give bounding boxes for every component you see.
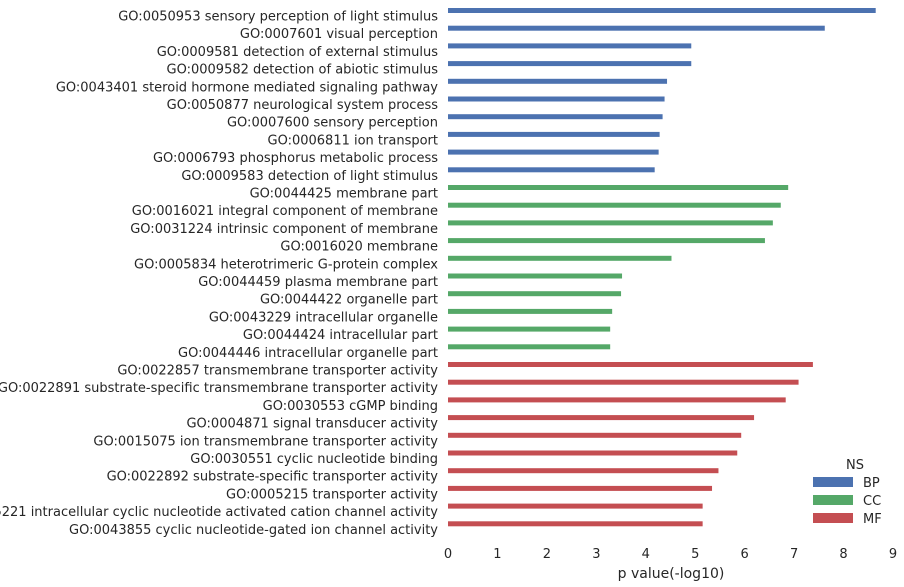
- legend: NS BP CC MF: [813, 458, 882, 527]
- x-tick-label: 9: [889, 547, 897, 562]
- category-label: GO:0004871 signal transducer activity: [186, 417, 438, 432]
- category-label: GO:0030551 cyclic nucleotide binding: [190, 452, 438, 467]
- bar-cc: [448, 326, 611, 332]
- x-tick-label: 1: [493, 547, 501, 562]
- category-label: GO:0043401 steroid hormone mediated sign…: [56, 80, 438, 95]
- bar-mf: [448, 450, 738, 456]
- category-label: GO:0016020 membrane: [280, 240, 438, 255]
- category-label: GO:0043855 cyclic nucleotide-gated ion c…: [69, 523, 438, 538]
- x-tick-label: 4: [642, 547, 650, 562]
- category-label: GO:0009582 detection of abiotic stimulus: [167, 63, 439, 78]
- bar-mf: [448, 503, 703, 509]
- bar-bp: [448, 96, 665, 102]
- category-label: GO:0030553 cGMP binding: [263, 399, 438, 414]
- bar-cc: [448, 202, 781, 208]
- category-label: GO:0044425 membrane part: [250, 187, 438, 202]
- x-tick-label: 0: [444, 547, 452, 562]
- bars: [448, 8, 876, 527]
- bar-bp: [448, 61, 692, 67]
- x-tick-label: 8: [839, 547, 847, 562]
- bar-mf: [448, 432, 742, 438]
- bar-cc: [448, 238, 765, 244]
- category-label: GO:0044424 intracellular part: [243, 328, 438, 343]
- bar-cc: [448, 344, 611, 350]
- x-tick-label: 2: [543, 547, 551, 562]
- bar-bp: [448, 25, 825, 31]
- x-tick-label: 3: [592, 547, 600, 562]
- legend-swatch-mf: [813, 513, 853, 523]
- category-label: GO:0005834 heterotrimeric G-protein comp…: [134, 257, 438, 272]
- category-labels: GO:0050953 sensory perception of light s…: [0, 10, 438, 538]
- bar-cc: [448, 273, 623, 279]
- bar-bp: [448, 131, 660, 137]
- bar-bp: [448, 78, 668, 84]
- x-tick-label: 7: [790, 547, 798, 562]
- bar-mf: [448, 415, 755, 421]
- category-label: GO:0005215 transporter activity: [226, 487, 438, 502]
- category-label: GO:0006793 phosphorus metabolic process: [153, 151, 438, 166]
- bar-cc: [448, 308, 613, 314]
- category-label: GO:0016021 integral component of membran…: [132, 204, 438, 219]
- category-label: GO:0005221 intracellular cyclic nucleoti…: [0, 505, 438, 520]
- bar-mf: [448, 379, 799, 385]
- x-axis-label: p value(-log10): [618, 566, 725, 582]
- category-label: GO:0043229 intracellular organelle: [209, 310, 438, 325]
- legend-swatch-bp: [813, 477, 853, 487]
- bar-mf: [448, 468, 719, 474]
- category-label: GO:0022857 transmembrane transporter act…: [117, 364, 438, 379]
- category-label: GO:0044459 plasma membrane part: [198, 275, 438, 290]
- category-label: GO:0031224 intrinsic component of membra…: [130, 222, 438, 237]
- category-label: GO:0022891 substrate-specific transmembr…: [0, 381, 438, 396]
- legend-label-cc: CC: [863, 494, 881, 509]
- bar-bp: [448, 149, 659, 155]
- bar-mf: [448, 397, 786, 403]
- category-label: GO:0044422 organelle part: [260, 293, 438, 308]
- bar-bp: [448, 167, 655, 173]
- category-label: GO:0044446 intracellular organelle part: [178, 346, 438, 361]
- category-label: GO:0009581 detection of external stimulu…: [157, 45, 439, 60]
- bar-mf: [448, 362, 813, 367]
- bar-cc: [448, 185, 789, 190]
- legend-label-bp: BP: [863, 476, 880, 491]
- bar-bp: [448, 114, 663, 120]
- bar-bp: [448, 43, 692, 49]
- x-tick-label: 5: [691, 547, 699, 562]
- bar-cc: [448, 220, 773, 226]
- category-label: GO:0009583 detection of light stimulus: [181, 169, 438, 184]
- category-label: GO:0015075 ion transmembrane transporter…: [93, 434, 438, 449]
- x-tick-label: 6: [741, 547, 749, 562]
- legend-title: NS: [846, 458, 864, 473]
- x-axis: 0 1 2 3 4 5 6 7 8 9: [444, 547, 897, 562]
- legend-label-mf: MF: [863, 512, 882, 527]
- bar-mf: [448, 485, 713, 491]
- bar-bp: [448, 8, 876, 13]
- category-label: GO:0022892 substrate-specific transporte…: [107, 470, 439, 485]
- category-label: GO:0050953 sensory perception of light s…: [118, 10, 438, 25]
- category-label: GO:0007600 sensory perception: [227, 116, 438, 131]
- bar-mf: [448, 521, 703, 527]
- legend-swatch-cc: [813, 495, 853, 505]
- category-label: GO:0006811 ion transport: [268, 133, 439, 148]
- category-label: GO:0007601 visual perception: [240, 27, 438, 42]
- category-label: GO:0050877 neurological system process: [167, 98, 439, 113]
- bar-cc: [448, 255, 672, 261]
- bar-cc: [448, 291, 622, 297]
